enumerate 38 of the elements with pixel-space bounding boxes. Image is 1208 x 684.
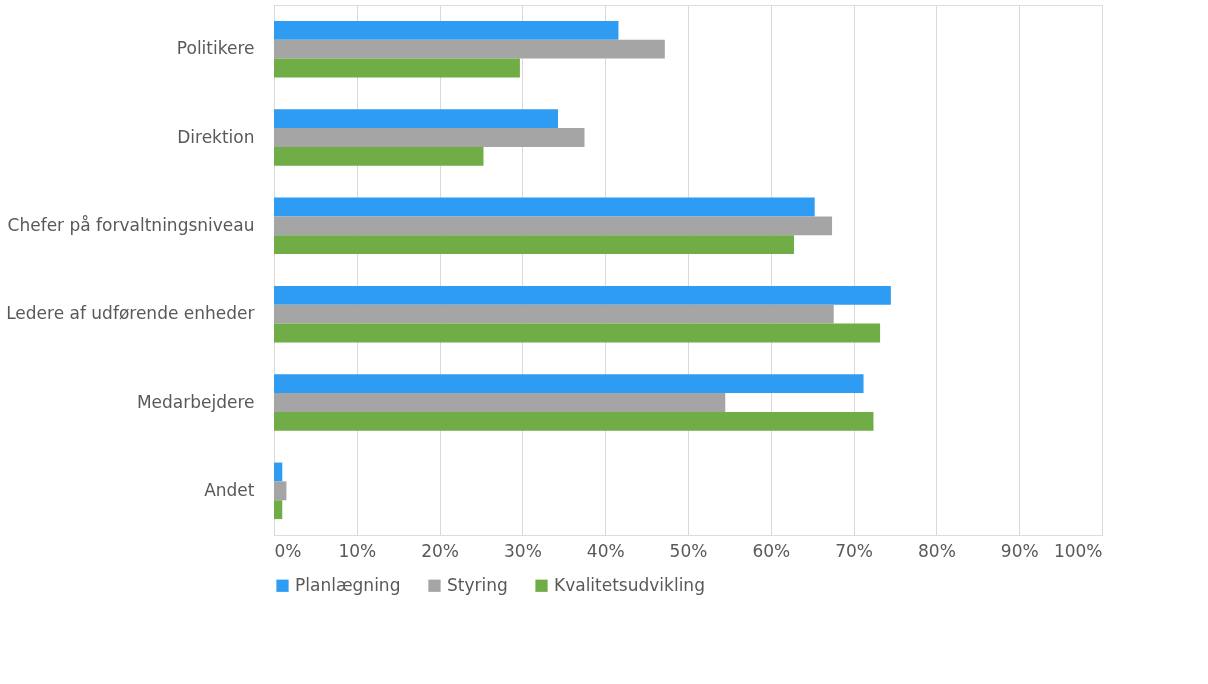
bar xyxy=(274,216,833,236)
bar xyxy=(274,128,585,147)
bar xyxy=(274,285,891,305)
x-tick-label: 20% xyxy=(421,540,459,561)
bar xyxy=(274,411,874,431)
bar xyxy=(274,462,283,482)
legend-label: Planlægning xyxy=(295,574,401,595)
bar xyxy=(274,109,558,129)
bar xyxy=(274,374,864,394)
bar xyxy=(274,146,484,166)
bar xyxy=(274,481,287,501)
x-tick-label: 50% xyxy=(669,540,708,561)
y-tick-label: Politikere xyxy=(176,38,255,59)
legend-label: Styring xyxy=(447,574,508,595)
bar xyxy=(274,393,726,412)
x-tick-label: 10% xyxy=(338,540,377,561)
legend-label: Kvalitetsudvikling xyxy=(554,574,705,595)
x-tick-label: 30% xyxy=(504,540,542,561)
x-tick-label: 80% xyxy=(918,540,956,561)
x-tick-label: 0% xyxy=(274,540,302,561)
y-tick-label: Medarbejdere xyxy=(136,391,255,412)
x-tick-label: 60% xyxy=(752,540,791,561)
bar xyxy=(274,197,815,217)
bar xyxy=(274,500,283,520)
bar xyxy=(274,20,619,40)
y-tick-label: Chefer på forvaltningsniveau xyxy=(7,214,255,235)
y-tick-label: Direktion xyxy=(177,126,255,147)
x-tick-label: 90% xyxy=(1000,540,1039,561)
x-tick-label: 100% xyxy=(1053,540,1103,561)
y-tick-label: Ledere af udførende enheder xyxy=(6,303,255,324)
bar xyxy=(274,304,834,324)
x-tick-label: 40% xyxy=(586,540,625,561)
bar xyxy=(274,58,520,78)
bar xyxy=(274,39,665,59)
bar xyxy=(274,323,881,343)
bar xyxy=(274,235,794,255)
x-tick-label: 70% xyxy=(835,540,873,561)
y-tick-label: Andet xyxy=(204,479,255,500)
